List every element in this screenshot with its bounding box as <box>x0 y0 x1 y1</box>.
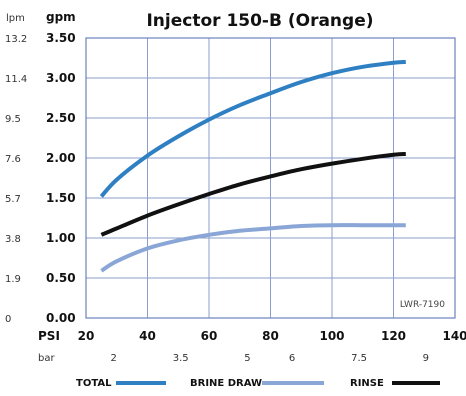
y-secondary-tick-label: 0 <box>5 314 11 325</box>
y-secondary-tick-label: 5.7 <box>5 194 21 205</box>
x-tick-label: 80 <box>262 329 279 343</box>
y-tick-label: 3.50 <box>46 31 76 45</box>
y-tick-label: 3.00 <box>46 71 76 85</box>
legend-label-rinse: RINSE <box>350 378 384 389</box>
x-tick-label: 40 <box>139 329 156 343</box>
legend-label-brine-draw: BRINE DRAW <box>190 378 262 389</box>
x-tick-label: 100 <box>319 329 344 343</box>
plot-frame <box>85 37 456 319</box>
x-secondary-tick-label: 5 <box>244 353 250 364</box>
series-line-brine-draw <box>100 223 406 273</box>
y-tick-label: 2.00 <box>46 151 76 165</box>
series-line-total <box>99 60 406 198</box>
x-secondary-tick-label: 2 <box>110 353 116 364</box>
grid <box>85 37 456 319</box>
y-secondary-tick-label: 1.9 <box>5 274 21 285</box>
y-secondary-tick-label: 9.5 <box>5 114 21 125</box>
y-secondary-axis-label: lpm <box>6 13 25 24</box>
chart-title: Injector 150-B (Orange) <box>146 11 373 31</box>
series <box>99 60 406 273</box>
y-tick-label: 1.00 <box>46 231 76 245</box>
legend: TOTAL BRINE DRAW RINSE <box>76 378 440 389</box>
x-tick-label: 120 <box>381 329 406 343</box>
x-secondary-axis-label: bar <box>38 353 55 364</box>
y-axis-label: gpm <box>46 10 76 24</box>
x-axis-label: PSI <box>38 329 60 343</box>
chart-note: LWR-7190 <box>400 300 445 310</box>
x-tick-label: 140 <box>442 329 466 343</box>
x-secondary-tick-label: 3.5 <box>173 353 189 364</box>
y-secondary-tick-label: 7.6 <box>5 154 21 165</box>
y-tick-label: 0.00 <box>46 311 76 325</box>
x-tick-label: 60 <box>201 329 218 343</box>
y-tick-label: 0.50 <box>46 271 76 285</box>
x-tick-label: 20 <box>78 329 95 343</box>
y-secondary-tick-label: 11.4 <box>5 74 27 85</box>
x-secondary-tick-label: 7.5 <box>351 353 367 364</box>
series-line-rinse <box>100 152 406 237</box>
y-ticks: 0.00 0 0.50 1.9 1.00 3.8 1.50 5.7 2.00 7.6 2.50 9.5… <box>5 31 76 325</box>
y-tick-label: 1.50 <box>46 191 76 205</box>
x-ticks: 20 40 60 80 100 120 140 2 3.5 5 6 7.5 9 <box>78 329 466 364</box>
y-tick-label: 2.50 <box>46 111 76 125</box>
x-secondary-tick-label: 6 <box>289 353 295 364</box>
x-secondary-tick-label: 9 <box>423 353 429 364</box>
y-secondary-tick-label: 13.2 <box>5 34 27 45</box>
legend-label-total: TOTAL <box>76 378 112 389</box>
y-secondary-tick-label: 3.8 <box>5 234 21 245</box>
